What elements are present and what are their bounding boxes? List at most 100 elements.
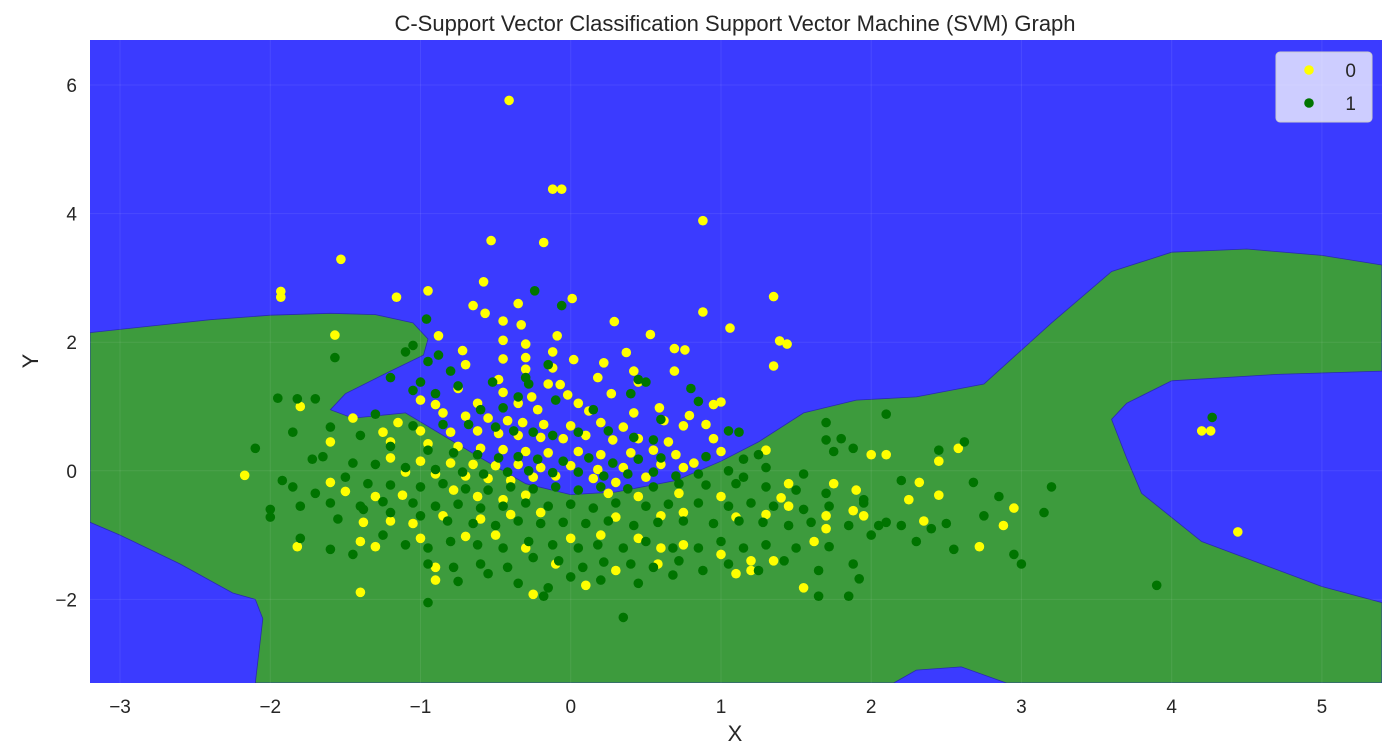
point-series-0-25	[330, 330, 340, 340]
point-series-1-218	[813, 565, 824, 576]
point-series-1-87	[623, 469, 633, 479]
point-series-1-68	[633, 454, 644, 465]
point-series-1-33	[734, 427, 744, 438]
point-series-1-15	[453, 381, 463, 391]
point-series-1-108	[573, 485, 584, 495]
point-series-0-112	[415, 456, 426, 467]
point-series-1-220	[453, 576, 463, 587]
point-series-0-139	[472, 491, 483, 502]
point-series-0-2	[556, 184, 567, 194]
point-series-0-149	[881, 449, 891, 460]
point-series-0-80	[348, 413, 358, 423]
point-series-0-83	[445, 427, 456, 438]
point-series-0-37	[768, 361, 779, 371]
point-series-0-203	[581, 580, 591, 591]
point-series-0-194	[430, 562, 441, 573]
point-series-1-221	[483, 568, 493, 579]
x-tick-label: 2	[866, 697, 877, 718]
point-series-0-28	[774, 336, 785, 346]
point-series-0-159	[475, 514, 486, 524]
point-series-0-67	[295, 401, 306, 412]
point-series-1-14	[415, 377, 426, 387]
point-series-0-143	[633, 491, 644, 502]
point-series-0-0	[504, 95, 514, 106]
point-series-1-123	[265, 504, 276, 515]
point-series-0-29	[782, 339, 792, 349]
point-series-0-172	[919, 516, 929, 526]
point-series-1-137	[611, 498, 621, 508]
point-series-1-162	[558, 517, 568, 528]
point-series-1-207	[528, 552, 538, 563]
point-series-1-225	[596, 575, 606, 585]
point-series-1-195	[761, 540, 771, 550]
point-series-0-142	[603, 488, 614, 499]
point-series-1-104	[483, 485, 493, 495]
point-series-1-180	[400, 540, 411, 550]
point-series-1-52	[848, 443, 858, 454]
point-series-0-69	[460, 411, 471, 422]
point-series-0-10	[423, 286, 433, 296]
point-series-0-18	[498, 316, 508, 326]
point-series-0-41	[520, 364, 531, 375]
point-series-1-182	[445, 536, 456, 547]
point-series-1-26	[273, 393, 283, 404]
point-series-0-31	[680, 345, 690, 355]
point-series-0-136	[370, 491, 381, 502]
point-series-1-90	[693, 469, 704, 479]
point-series-1-94	[798, 469, 809, 479]
point-series-1-113	[701, 480, 711, 490]
point-series-1-112	[674, 478, 684, 489]
point-series-0-61	[716, 397, 726, 407]
point-series-0-162	[611, 512, 621, 522]
point-series-0-87	[535, 432, 546, 443]
point-series-1-132	[498, 501, 508, 512]
point-series-1-31	[656, 414, 666, 425]
point-series-0-30	[669, 343, 680, 354]
point-series-0-21	[725, 323, 735, 333]
point-series-1-60	[448, 448, 459, 458]
point-series-0-84	[472, 426, 483, 436]
point-series-0-174	[1009, 503, 1019, 513]
point-series-1-205	[475, 559, 486, 569]
point-series-1-82	[502, 467, 513, 477]
point-series-0-175	[355, 536, 366, 547]
point-series-1-173	[843, 520, 854, 531]
point-series-1-147	[881, 517, 891, 528]
point-series-0-1	[547, 184, 558, 194]
point-series-1-77	[370, 459, 381, 470]
point-series-1-71	[738, 454, 749, 465]
point-series-1-63	[513, 451, 523, 462]
point-series-1-3	[330, 352, 340, 363]
point-series-1-44	[528, 427, 538, 438]
point-series-0-156	[385, 516, 396, 526]
point-series-0-132	[588, 473, 599, 484]
point-series-1-72	[753, 449, 764, 460]
point-series-0-101	[520, 446, 531, 457]
point-series-1-109	[596, 482, 606, 492]
point-series-1-57	[355, 430, 366, 441]
point-series-0-32	[457, 345, 468, 356]
point-series-1-184	[498, 543, 508, 553]
point-series-1-99	[363, 478, 373, 489]
point-series-0-73	[538, 419, 549, 430]
point-series-0-82	[415, 426, 426, 436]
point-series-1-21	[513, 392, 523, 402]
point-series-0-144	[674, 488, 684, 499]
point-series-1-53	[828, 446, 839, 457]
point-series-1-74	[959, 437, 970, 447]
point-series-1-216	[753, 565, 764, 576]
point-series-0-193	[292, 541, 303, 552]
x-tick-label: 3	[1016, 697, 1027, 718]
point-series-0-104	[596, 449, 606, 460]
point-series-0-161	[535, 507, 546, 518]
point-series-0-117	[535, 462, 546, 473]
point-series-1-127	[378, 496, 388, 507]
point-series-0-205	[1196, 426, 1207, 436]
point-series-1-40	[438, 419, 448, 430]
point-series-0-201	[430, 575, 441, 585]
point-series-0-190	[809, 536, 819, 547]
point-series-1-135	[565, 499, 576, 510]
point-series-0-53	[562, 390, 573, 400]
point-series-1-228	[854, 574, 864, 584]
